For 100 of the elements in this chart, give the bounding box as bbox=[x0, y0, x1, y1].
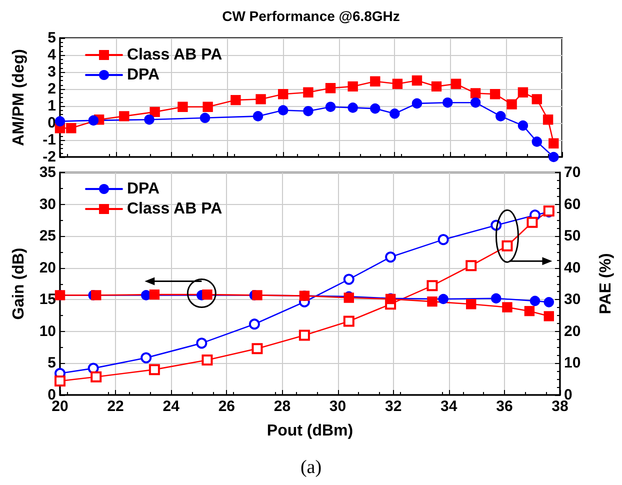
y-tick-label: 3 bbox=[48, 64, 56, 80]
legend-label: DPA bbox=[127, 180, 160, 198]
y2-tick-label: 60 bbox=[564, 196, 581, 213]
x-axis-title: Pout (dBm) bbox=[266, 422, 354, 440]
point bbox=[252, 343, 263, 354]
point bbox=[230, 94, 241, 106]
point bbox=[248, 318, 260, 330]
point bbox=[370, 103, 380, 114]
point bbox=[518, 87, 528, 98]
y2-tick-label: 50 bbox=[564, 228, 581, 245]
point bbox=[427, 296, 438, 307]
point bbox=[548, 138, 559, 148]
point bbox=[466, 298, 476, 310]
point bbox=[54, 116, 66, 126]
x-tick-label: 28 bbox=[274, 398, 291, 415]
x-tick-label: 24 bbox=[162, 398, 180, 415]
x-tick-label: 32 bbox=[384, 398, 402, 415]
y2-tick-label: 10 bbox=[564, 354, 581, 372]
point bbox=[518, 120, 528, 131]
point bbox=[412, 75, 422, 86]
point bbox=[348, 81, 358, 92]
y-tick-label: 30 bbox=[39, 196, 56, 213]
point bbox=[140, 352, 152, 364]
point bbox=[298, 330, 310, 341]
y-tick-label: 2 bbox=[48, 80, 56, 98]
x-tick-label: 26 bbox=[218, 398, 236, 415]
y2-tick-label: 70 bbox=[564, 164, 581, 181]
point bbox=[278, 105, 288, 116]
point bbox=[202, 354, 213, 366]
y-tick-label: 15 bbox=[39, 291, 56, 308]
x-tick-label: 34 bbox=[440, 398, 458, 415]
point bbox=[325, 83, 336, 94]
y-tick-label: -1 bbox=[42, 132, 56, 148]
y2-tick-label: 40 bbox=[564, 259, 581, 276]
point bbox=[91, 290, 102, 300]
point bbox=[431, 81, 442, 92]
point bbox=[202, 102, 213, 112]
point bbox=[491, 293, 502, 304]
point bbox=[348, 102, 358, 113]
y-tick-label: 5 bbox=[48, 354, 56, 372]
y-tick-label: 10 bbox=[39, 322, 56, 340]
point bbox=[88, 115, 99, 126]
point bbox=[278, 89, 288, 100]
point bbox=[144, 114, 154, 125]
y2-tick-label: 20 bbox=[564, 322, 581, 340]
point bbox=[506, 99, 517, 110]
legend-label: DPA bbox=[127, 66, 160, 84]
point bbox=[202, 289, 212, 300]
x-tick-label: 36 bbox=[496, 398, 513, 415]
y-tick-label: 1 bbox=[48, 98, 56, 114]
point bbox=[490, 89, 500, 100]
point bbox=[450, 78, 462, 89]
point bbox=[252, 290, 262, 300]
point bbox=[148, 364, 160, 376]
point bbox=[502, 302, 512, 312]
y-tick-label: 4 bbox=[48, 46, 57, 64]
point bbox=[343, 274, 354, 285]
point bbox=[470, 88, 481, 98]
point bbox=[438, 294, 448, 304]
point bbox=[544, 311, 554, 322]
y2-tick-label: 30 bbox=[564, 291, 581, 308]
point bbox=[496, 111, 506, 122]
point bbox=[66, 123, 76, 134]
x-tick-label: 30 bbox=[329, 398, 346, 415]
point bbox=[438, 234, 449, 246]
point bbox=[303, 106, 314, 116]
point bbox=[370, 76, 380, 86]
point bbox=[532, 136, 542, 147]
point bbox=[200, 112, 210, 123]
x-tick-label: 22 bbox=[107, 398, 124, 415]
y-axis-title: Gain (dB) bbox=[10, 248, 28, 320]
point bbox=[390, 108, 400, 119]
point bbox=[178, 102, 188, 112]
point bbox=[343, 316, 354, 327]
point bbox=[412, 98, 422, 109]
point bbox=[90, 371, 102, 382]
point bbox=[426, 280, 438, 292]
point bbox=[544, 297, 554, 308]
chart-title: CW Performance @6.8GHz bbox=[222, 8, 400, 24]
y-axis-title: AM/PM (deg) bbox=[10, 49, 28, 146]
point bbox=[532, 94, 542, 104]
point bbox=[442, 98, 453, 108]
point bbox=[385, 252, 396, 263]
point bbox=[252, 111, 264, 122]
point bbox=[150, 106, 160, 118]
point bbox=[502, 240, 513, 252]
point bbox=[526, 216, 538, 228]
y-tick-label: 5 bbox=[48, 30, 56, 46]
point bbox=[542, 114, 554, 125]
y-tick-label: -2 bbox=[42, 148, 56, 166]
point bbox=[54, 376, 66, 387]
point bbox=[392, 78, 403, 89]
text: (a) bbox=[300, 457, 322, 478]
point bbox=[524, 306, 535, 316]
point bbox=[470, 98, 481, 108]
point bbox=[466, 260, 477, 272]
point bbox=[325, 102, 336, 112]
y-tick-label: 25 bbox=[39, 228, 56, 245]
point bbox=[548, 152, 559, 162]
y-tick-label: 35 bbox=[39, 164, 56, 181]
